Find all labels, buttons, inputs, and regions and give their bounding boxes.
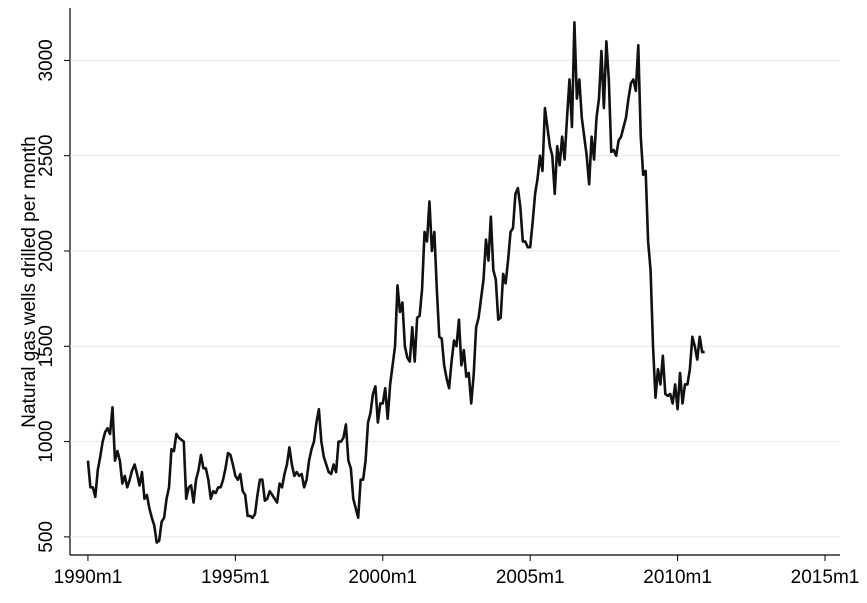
y-tick-label: 2000 <box>36 230 57 272</box>
y-tick-label: 1500 <box>36 325 57 367</box>
x-tick-label: 2010m1 <box>643 567 712 588</box>
x-tick-label: 2015m1 <box>791 567 860 588</box>
x-tick-label: 2005m1 <box>496 567 565 588</box>
x-tick-label: 2000m1 <box>348 567 417 588</box>
line-series <box>86 20 705 544</box>
y-tick-label: 1000 <box>36 420 57 462</box>
y-tick-label: 2500 <box>36 135 57 177</box>
y-tick-label: 500 <box>36 521 57 553</box>
y-tick-label: 3000 <box>36 39 57 81</box>
y-axis-label: Natural gas wells drilled per month <box>19 136 40 427</box>
x-tick-label: 1990m1 <box>54 567 123 588</box>
x-tick-label: 1995m1 <box>201 567 270 588</box>
